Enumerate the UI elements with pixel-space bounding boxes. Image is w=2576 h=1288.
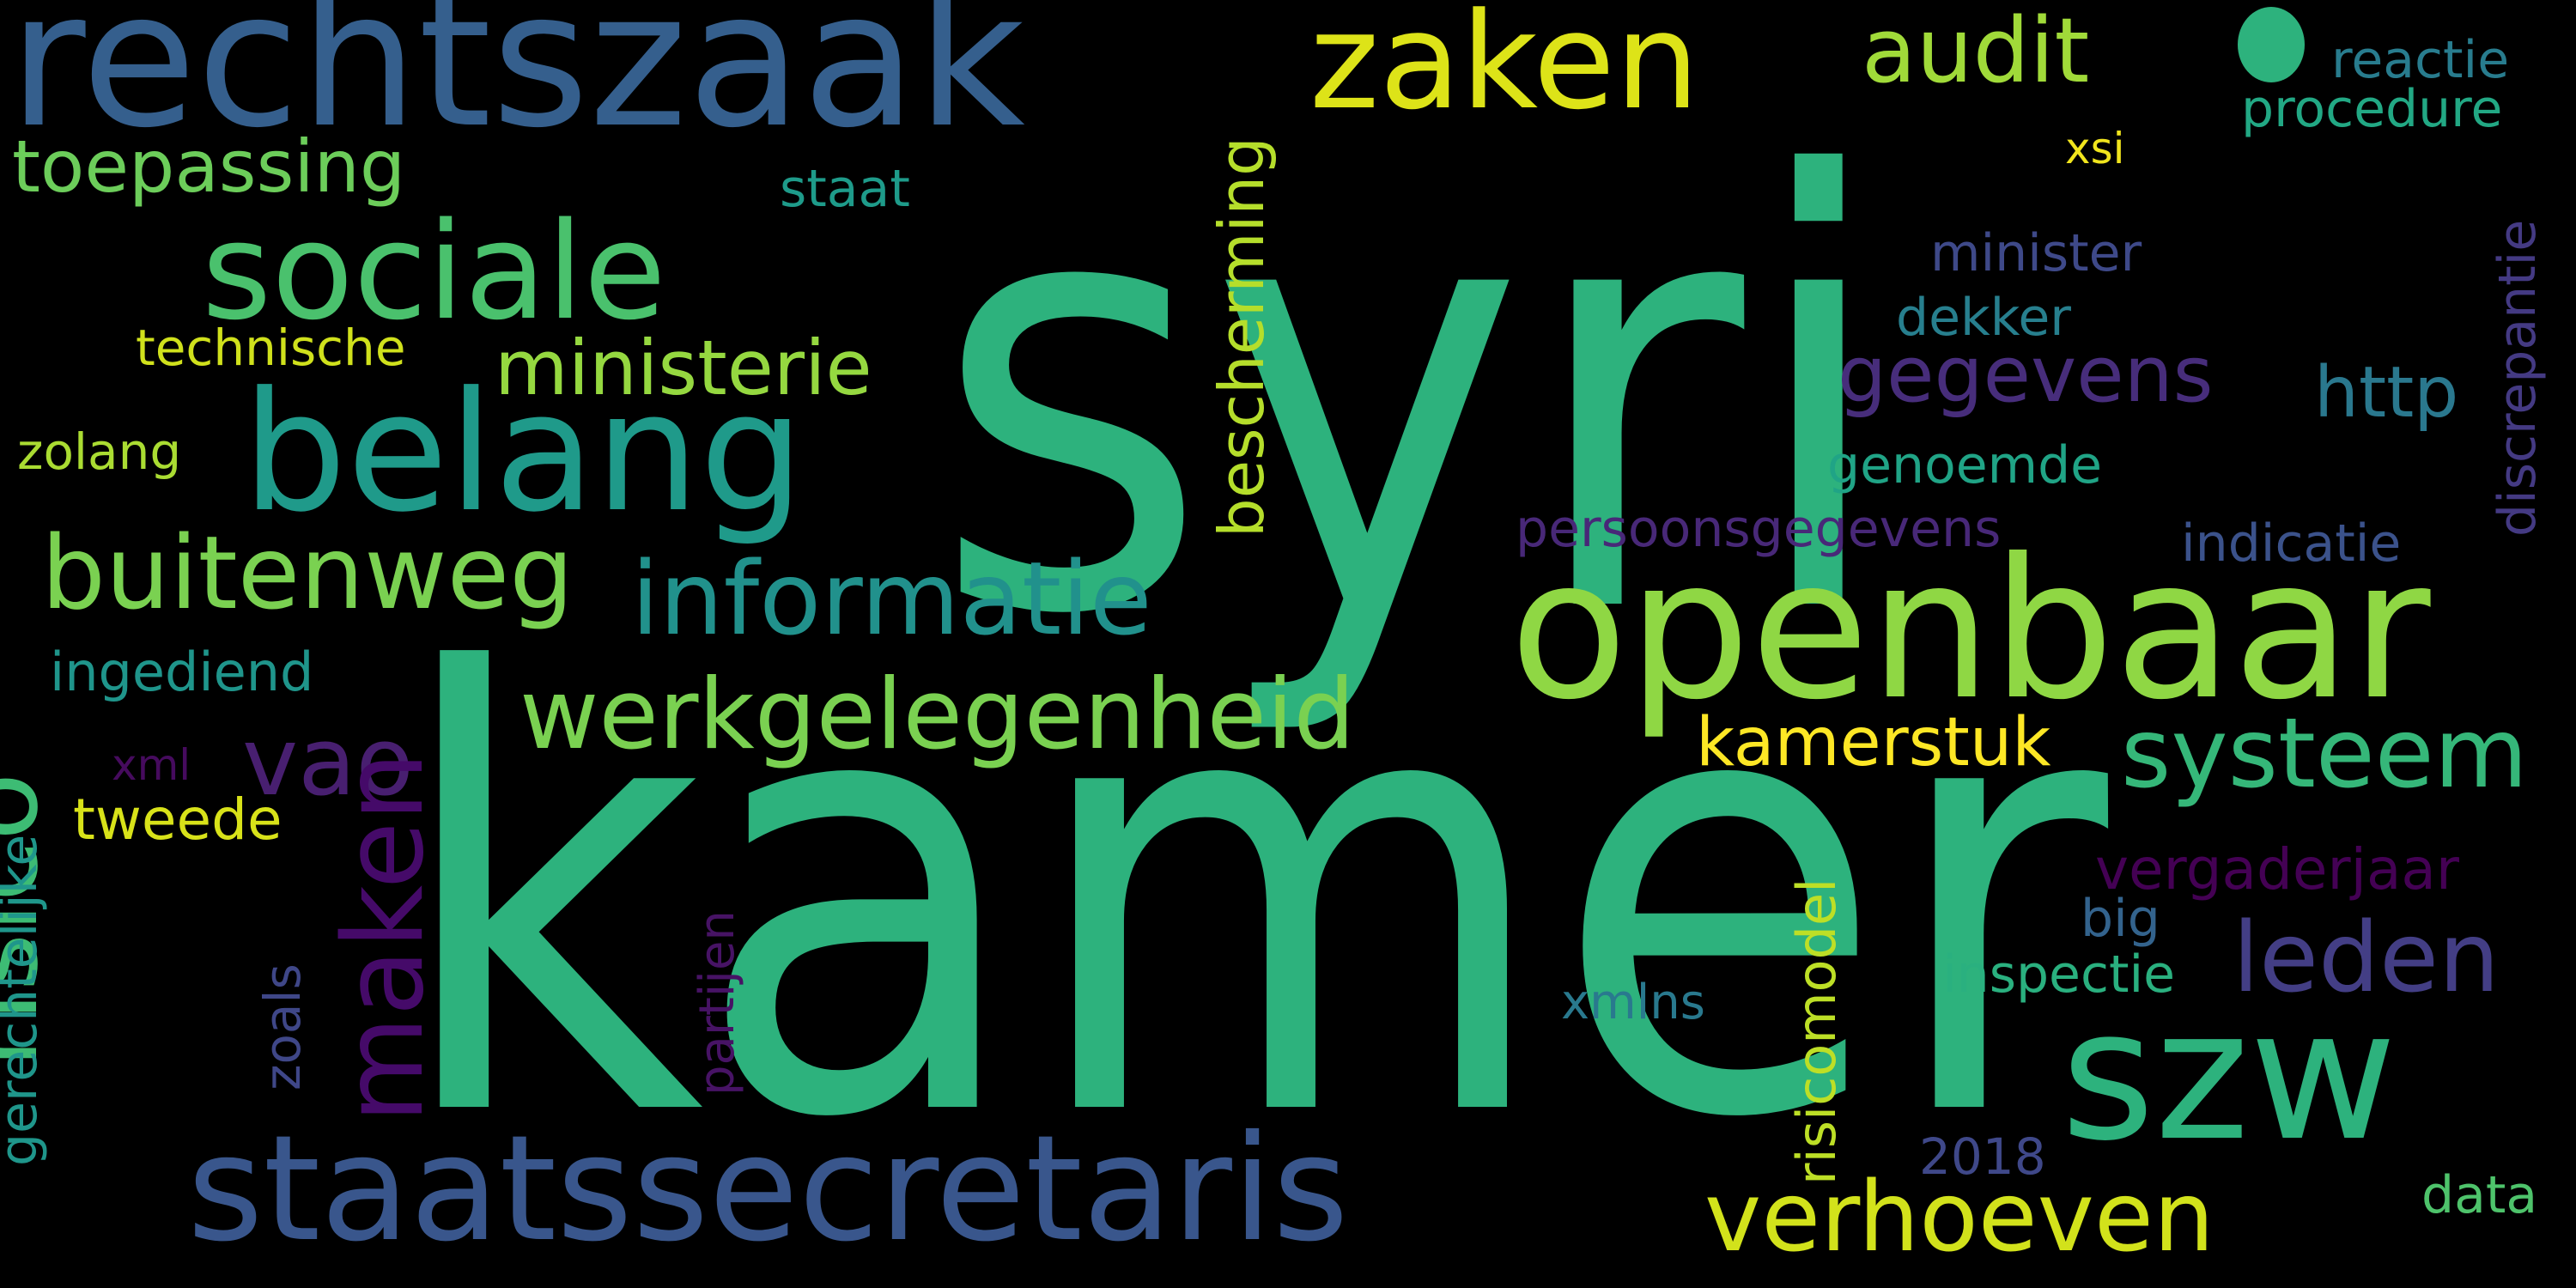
word-big: big [2081, 889, 2160, 949]
word-xmlns: xmlns [1561, 975, 1705, 1030]
word-risicomodel: risicomodel [1785, 878, 1848, 1185]
syri-i-dot [2238, 7, 2305, 82]
word-informatie: informatie [631, 539, 1152, 658]
word-leden: leden [2233, 902, 2500, 1014]
word-sociale: sociale [202, 193, 666, 349]
word-syri: syri [932, 54, 1893, 744]
word-belang: belang [242, 357, 805, 549]
word-szw: szw [2061, 970, 2397, 1181]
word-data: data [2421, 1165, 2538, 1225]
word-dekker: dekker [1896, 288, 2071, 348]
word-2018: 2018 [1919, 1127, 2046, 1186]
word-staat: staat [780, 159, 910, 219]
word-kamerstuk: kamerstuk [1696, 704, 2051, 781]
word-partijen: partijen [690, 910, 745, 1096]
word-systeem: systeem [2121, 698, 2528, 810]
word-zolang: zolang [17, 422, 182, 481]
word-gegevens: gegevens [1838, 330, 2214, 420]
word-maken: maken [320, 751, 448, 1123]
word-staatssecretaris: staatssecretaris [187, 1104, 1349, 1274]
word-rechtszaak: rechtszaak [9, 0, 1025, 169]
word-ingediend: ingediend [50, 641, 314, 703]
word-minister: minister [1930, 223, 2142, 283]
word-discrepantie: discrepantie [2488, 219, 2548, 537]
word-audit: audit [1862, 0, 2090, 103]
word-openbaar: openbaar [1510, 518, 2431, 743]
word-tweede: tweede [73, 787, 283, 853]
word-werkgelegenheid: werkgelegenheid [519, 658, 1356, 771]
word-zaken: zaken [1309, 0, 1700, 139]
word-genoemde: genoemde [1827, 435, 2103, 495]
word-technische: technische [136, 319, 406, 377]
word-bescherming: bescherming [1206, 137, 1278, 538]
word-gerechtelijke: gerechtelijke [0, 834, 49, 1166]
word-kamer: kamer [391, 550, 2109, 1249]
word-verhoeven: verhoeven [1704, 1162, 2215, 1273]
word-vergaderjaar: vergaderjaar [2095, 836, 2459, 902]
word-zoals: zoals [253, 963, 312, 1091]
word-xml: xml [112, 740, 191, 790]
word-indicatie: indicatie [2181, 513, 2402, 574]
word-reactie: reactie [2331, 30, 2510, 90]
word-toepassing: toepassing [12, 125, 406, 209]
word-inspectie: inspectie [1942, 945, 2176, 1005]
word-persoonsgegevens: persoonsgegevens [1516, 499, 2002, 559]
word-ministerie: ministerie [495, 324, 872, 412]
word-vao: vao [242, 707, 414, 817]
word-procedure: procedure [2241, 79, 2503, 139]
word-http: http [2314, 352, 2459, 434]
word-xsi: xsi [2065, 124, 2125, 173]
word-buitenweg: buitenweg [41, 513, 574, 632]
